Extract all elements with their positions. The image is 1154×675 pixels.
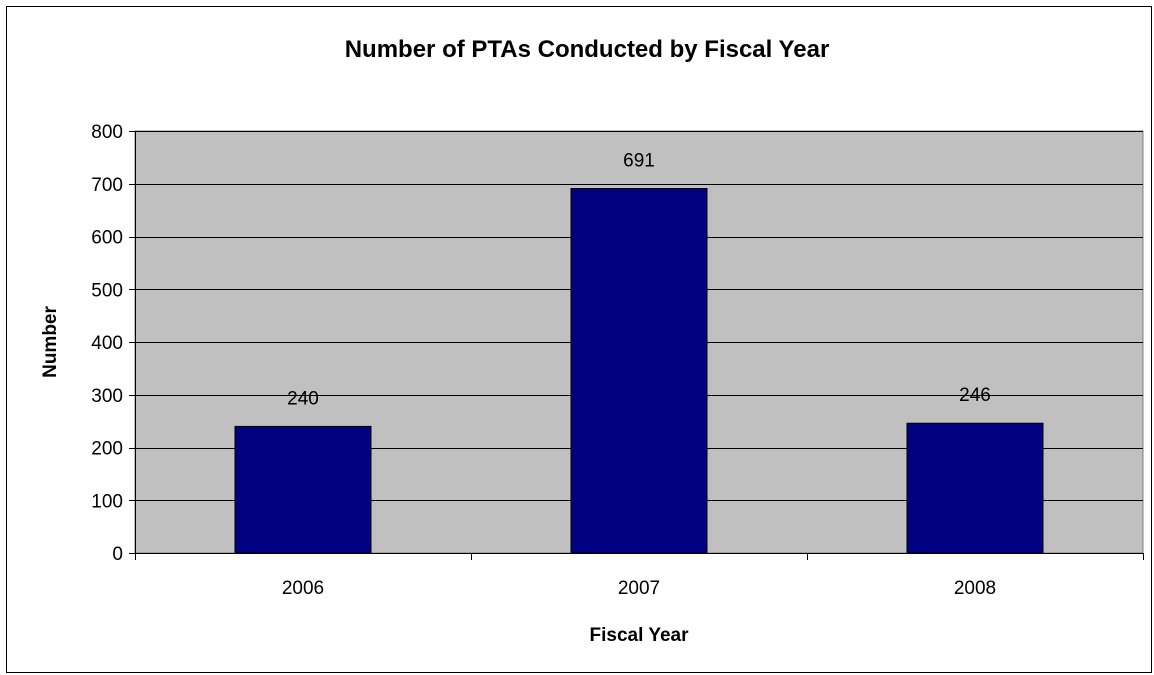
y-tick-label: 0 bbox=[112, 544, 123, 565]
y-tick-label: 400 bbox=[91, 333, 123, 354]
x-axis-tick-labels: 2006 2007 2008 bbox=[282, 578, 996, 599]
y-tick-label: 200 bbox=[91, 439, 123, 460]
bar-2007 bbox=[570, 187, 708, 554]
x-axis-title: Fiscal Year bbox=[590, 625, 690, 646]
y-tick-label: 700 bbox=[91, 175, 123, 196]
y-tick-label: 100 bbox=[91, 491, 123, 512]
x-tick-label: 2007 bbox=[618, 578, 660, 599]
y-tick-label: 500 bbox=[91, 280, 123, 301]
axes bbox=[129, 131, 1144, 560]
y-tick-label: 600 bbox=[91, 228, 123, 249]
bar-2006 bbox=[234, 425, 372, 554]
bars bbox=[234, 187, 1044, 554]
y-tick-label: 800 bbox=[91, 122, 123, 143]
bar-2008 bbox=[906, 422, 1044, 554]
chart-title: Number of PTAs Conducted by Fiscal Year bbox=[345, 36, 830, 63]
y-axis-title: Number bbox=[40, 306, 61, 378]
data-label-2007: 691 bbox=[623, 150, 655, 171]
data-label-2008: 246 bbox=[959, 385, 991, 406]
y-tick-label: 300 bbox=[91, 386, 123, 407]
data-label-2006: 240 bbox=[287, 388, 319, 409]
data-labels: 240 691 246 bbox=[287, 150, 991, 409]
x-tick-label: 2006 bbox=[282, 578, 324, 599]
x-tick-label: 2008 bbox=[954, 578, 996, 599]
y-axis-tick-labels: 0 100 200 300 400 500 600 700 800 bbox=[91, 122, 123, 565]
